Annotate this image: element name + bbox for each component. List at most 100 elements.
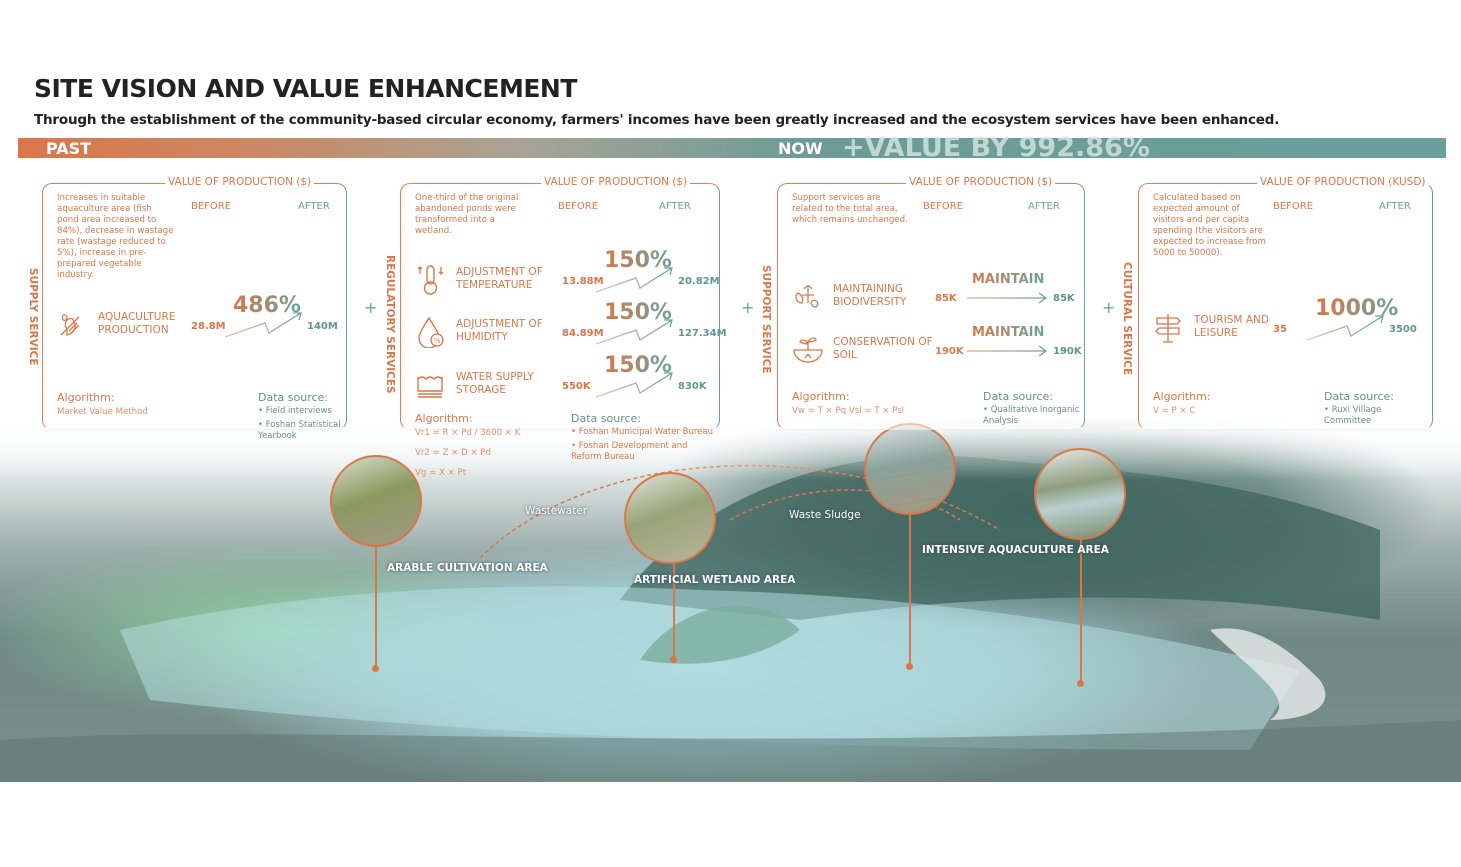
before-value: 35 xyxy=(1273,324,1287,335)
algorithm-formula: V = P × C xyxy=(1153,406,1196,416)
service-label: CULTURAL SERVICE xyxy=(1121,262,1133,376)
svg-text:%: % xyxy=(434,337,441,345)
thermometer-icon xyxy=(415,264,447,296)
pin-dot xyxy=(670,656,677,663)
change-value: MAINTAIN xyxy=(972,272,1045,287)
city-area xyxy=(0,720,1461,782)
data-source-item: • Ruxi Village Committee xyxy=(1324,405,1428,427)
before-header: BEFORE xyxy=(558,201,599,212)
label-aquaculture-area: INTENSIVE AQUACULTURE AREA xyxy=(922,544,1109,556)
after-header: AFTER xyxy=(1028,201,1060,212)
before-value: 13.88M xyxy=(562,276,604,287)
label-arable-area: ARABLE CULTIVATION AREA xyxy=(387,562,548,574)
algorithm-label: Algorithm: xyxy=(1153,390,1211,403)
label-waste-sludge: Waste Sludge xyxy=(789,509,861,521)
ponds-area xyxy=(120,586,1300,750)
change-value: 1000% xyxy=(1315,296,1399,321)
panel-description: Calculated based on expected amount of v… xyxy=(1153,193,1266,258)
service-panel: VALUE OF PRODUCTION ($) Increases in suit… xyxy=(42,176,347,441)
data-source-label: Data source: xyxy=(258,391,328,404)
data-source-text: Foshan Municipal Water Bureau xyxy=(578,427,713,437)
value-of-production-title: VALUE OF PRODUCTION (KUSD) xyxy=(1257,176,1429,188)
value-increase-label: +VALUE BY 992.86% xyxy=(842,132,1150,158)
plus-sign: + xyxy=(741,298,755,317)
panel-description: Support services are related to the tota… xyxy=(792,193,908,225)
service-panel: VALUE OF PRODUCTION (KUSD) Calculated bas… xyxy=(1138,176,1433,430)
data-source-item: • Foshan Development and Reform Bureau xyxy=(571,441,715,463)
panel-description: One-third of the original abandoned pond… xyxy=(415,193,519,236)
algorithm-formula: Vr1 = R × Pd / 3600 × K xyxy=(415,428,521,438)
aerial-site-map xyxy=(0,420,1461,782)
water-basin-icon xyxy=(415,369,447,401)
bullet-icon: • xyxy=(983,405,991,415)
row-label: CONSERVATION OF SOIL xyxy=(833,336,933,361)
before-header: BEFORE xyxy=(191,201,232,212)
data-source-label: Data source: xyxy=(983,390,1053,403)
plus-sign: + xyxy=(364,298,378,317)
past-label: PAST xyxy=(46,139,92,158)
before-header: BEFORE xyxy=(923,201,964,212)
before-value: 85K xyxy=(935,293,957,304)
trend-arrow xyxy=(594,316,679,346)
label-wastewater: Wastewater xyxy=(525,505,588,517)
egret-shape xyxy=(1210,628,1326,720)
service-row: % ADJUSTMENT OF HUMIDITY 84.89M 150% 127.34M xyxy=(401,300,727,356)
after-value: 127.34M xyxy=(678,328,727,339)
row-label: MAINTAINING BIODIVERSITY xyxy=(833,283,907,308)
service-row: TOURISM AND LEISURE 35 1000% 3500 xyxy=(1139,296,1432,352)
service-row: CONSERVATION OF SOIL 190K MAINTAIN 190K xyxy=(778,325,1084,374)
mountain-shape xyxy=(620,455,1380,620)
before-value: 28.8M xyxy=(191,321,226,332)
change-value: 150% xyxy=(604,353,672,378)
change-value: 150% xyxy=(604,248,672,273)
pin-dot xyxy=(372,665,379,672)
service-row: ADJUSTMENT OF TEMPERATURE 13.88M 150% 20.82… xyxy=(401,248,720,304)
algorithm-label: Algorithm: xyxy=(57,391,115,404)
photo-pond-circle xyxy=(1034,448,1126,540)
algorithm-formula: Vg = X × Pt xyxy=(415,468,467,478)
service-panel: VALUE OF PRODUCTION ($) One-third of the … xyxy=(400,176,727,478)
data-source-label: Data source: xyxy=(571,412,641,425)
after-value: 20.82M xyxy=(678,276,720,287)
algorithm-formula: Market Value Method xyxy=(57,407,148,417)
row-label: AQUACULTURE PRODUCTION xyxy=(98,311,176,336)
before-value: 84.89M xyxy=(562,328,604,339)
trend-arrow xyxy=(594,264,679,294)
before-header: BEFORE xyxy=(1273,201,1314,212)
change-value: 486% xyxy=(233,293,301,318)
change-value: MAINTAIN xyxy=(972,325,1045,340)
pin-line xyxy=(673,564,675,658)
algorithm-formula: Vw = T × Pq Vsl = T × Psl xyxy=(792,406,905,416)
label-wetland-area: ARTIFICIAL WETLAND AREA xyxy=(634,574,796,586)
bullet-icon: • xyxy=(258,406,266,416)
service-label: REGULATORY SERVICES xyxy=(384,255,396,394)
data-source-text: Ruxi Village Committee xyxy=(1324,405,1382,426)
row-label: ADJUSTMENT OF TEMPERATURE xyxy=(456,266,543,291)
biodiversity-icon xyxy=(792,281,824,313)
humidity-drop-icon: % xyxy=(415,316,447,349)
bullet-icon: • xyxy=(571,441,579,451)
after-header: AFTER xyxy=(659,201,691,212)
trend-arrow xyxy=(1305,312,1390,342)
row-label: ADJUSTMENT OF HUMIDITY xyxy=(456,318,543,343)
data-source-text: Field interviews xyxy=(265,406,332,416)
data-source-text: Qualitative Inorganic Analysis xyxy=(983,405,1080,426)
pin-line xyxy=(909,515,911,665)
after-header: AFTER xyxy=(1379,201,1411,212)
after-value: 140M xyxy=(307,321,338,332)
past-now-bar: PAST NOW +VALUE BY 992.86% xyxy=(18,132,1446,158)
page-subtitle: Through the establishment of the communi… xyxy=(34,112,1280,128)
value-of-production-title: VALUE OF PRODUCTION ($) xyxy=(541,176,691,188)
after-header: AFTER xyxy=(298,201,330,212)
plus-sign: + xyxy=(1102,298,1116,317)
algorithm-label: Algorithm: xyxy=(792,390,850,403)
map-overlay xyxy=(0,455,1461,782)
trend-arrow xyxy=(223,309,308,339)
signpost-icon xyxy=(1153,312,1185,344)
value-of-production-title: VALUE OF PRODUCTION ($) xyxy=(906,176,1056,188)
pin-line xyxy=(1080,540,1082,682)
photo-wetland-circle xyxy=(624,472,716,564)
algorithm-label: Algorithm: xyxy=(415,412,473,425)
data-source-text: Foshan Statistical Yearbook xyxy=(258,420,341,441)
trend-arrow xyxy=(967,334,1052,364)
